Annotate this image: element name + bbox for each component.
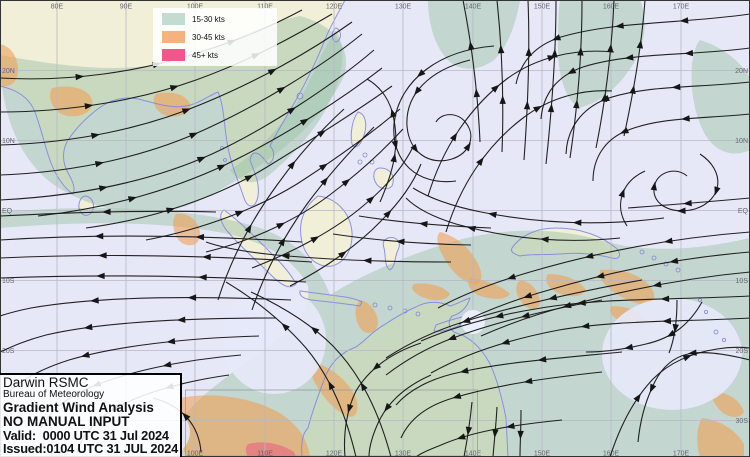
svg-text:10S: 10S: [2, 278, 15, 285]
legend-item-30-45kts: 30-45 kts: [162, 31, 277, 43]
legend-swatch-15-30kts: [162, 13, 185, 25]
svg-text:EQ: EQ: [2, 208, 13, 215]
svg-text:80E: 80E: [51, 4, 64, 11]
svg-text:10N: 10N: [735, 138, 748, 145]
svg-text:90E: 90E: [120, 4, 133, 11]
svg-text:100E: 100E: [187, 451, 204, 457]
svg-text:160E: 160E: [603, 4, 620, 11]
valid-time: Valid: 0000 UTC 31 Jul 2024: [3, 428, 169, 444]
svg-text:20S: 20S: [2, 348, 15, 355]
svg-text:130E: 130E: [395, 4, 412, 11]
issued-time: Issued:0104 UTC 31 JUL 2024: [3, 441, 179, 457]
svg-text:EQ: EQ: [738, 208, 749, 215]
svg-text:110E: 110E: [257, 451, 273, 457]
legend-label: 15-30 kts: [192, 14, 225, 24]
legend-swatch-45plus-kts: [162, 49, 185, 61]
svg-text:150E: 150E: [534, 4, 551, 11]
calm-eye: [461, 310, 485, 334]
chart-info-box: Darwin RSMC Bureau of Meteorology Gradie…: [0, 373, 182, 457]
svg-text:140E: 140E: [465, 451, 482, 457]
svg-text:110E: 110E: [257, 4, 273, 11]
svg-text:20N: 20N: [2, 68, 15, 75]
manual-input-note: NO MANUAL INPUT: [3, 413, 130, 429]
svg-text:140E: 140E: [465, 4, 482, 11]
svg-text:130E: 130E: [395, 451, 412, 457]
legend-item-45plus-kts: 45+ kts: [162, 49, 277, 61]
svg-text:10S: 10S: [736, 278, 749, 285]
svg-text:170E: 170E: [673, 451, 690, 457]
legend-swatch-30-45kts: [162, 31, 185, 43]
svg-text:150E: 150E: [534, 451, 551, 457]
svg-text:170E: 170E: [673, 4, 690, 11]
legend-label: 30-45 kts: [192, 32, 225, 42]
streamline-arrow-layer: [75, 17, 721, 440]
chart-title: Gradient Wind Analysis: [3, 399, 154, 415]
svg-text:20S: 20S: [736, 348, 749, 355]
svg-text:30S: 30S: [736, 418, 749, 425]
svg-text:20N: 20N: [735, 68, 748, 75]
svg-text:120E: 120E: [326, 451, 343, 457]
svg-text:10N: 10N: [2, 138, 15, 145]
agency-name: Darwin RSMC: [3, 375, 89, 390]
wind-speed-legend: 15-30 kts 30-45 kts 45+ kts: [153, 8, 277, 66]
svg-text:120E: 120E: [326, 4, 343, 11]
legend-item-15-30kts: 15-30 kts: [162, 13, 277, 25]
legend-label: 45+ kts: [192, 50, 219, 60]
svg-text:100E: 100E: [187, 4, 204, 11]
bureau-name: Bureau of Meteorology: [3, 389, 105, 401]
